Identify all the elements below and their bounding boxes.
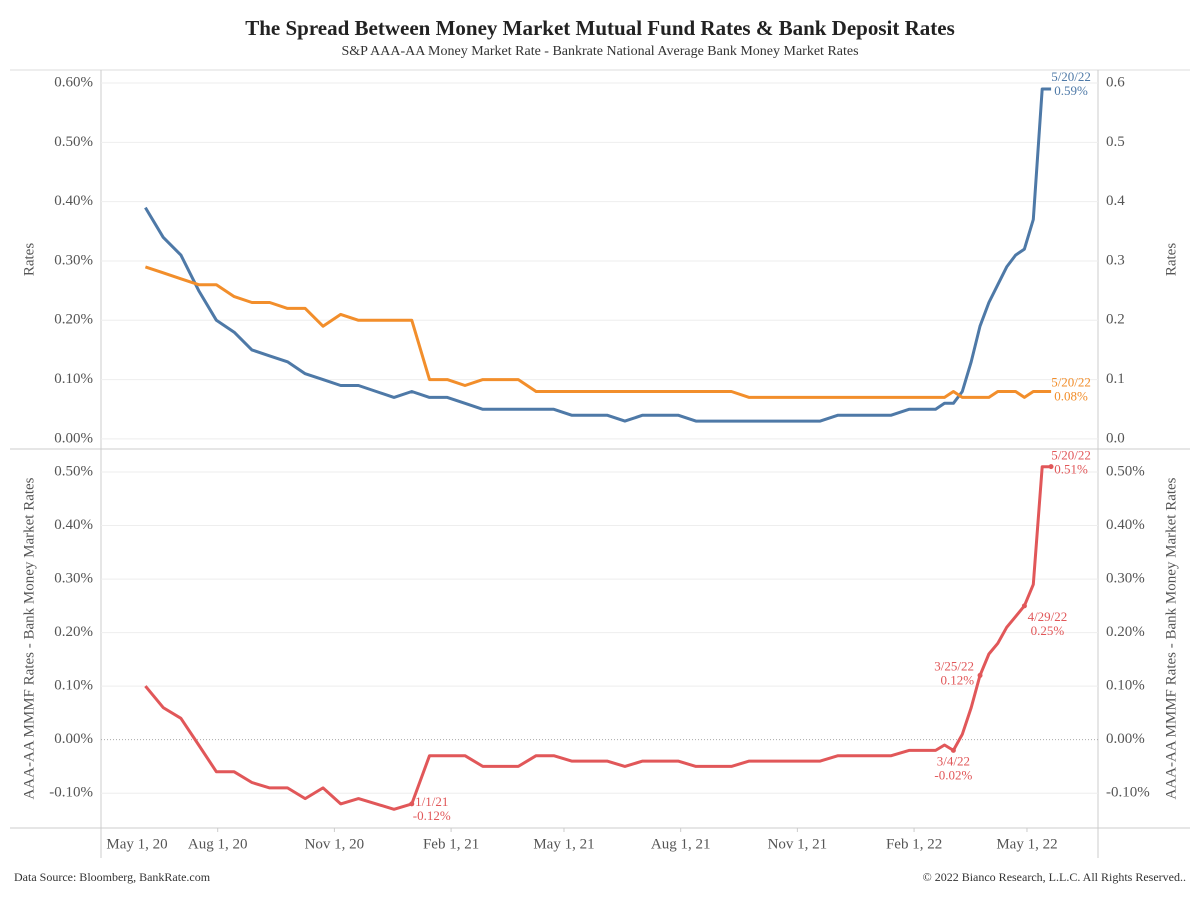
y2-tick-label: 0.10%: [1106, 678, 1145, 694]
y-tick-label: 0.30%: [54, 252, 93, 268]
annotation-marker: [1048, 464, 1054, 470]
annotation-value: 0.08%: [1054, 388, 1088, 403]
y2-tick-label: 0.6: [1106, 74, 1125, 90]
y2-tick-label: 0.30%: [1106, 571, 1145, 587]
y2-tick-label: 0.0: [1106, 430, 1125, 446]
annotation-marker: [409, 801, 415, 807]
series-line: [144, 87, 1052, 423]
copyright-note: © 2022 Bianco Research, L.L.C. All Right…: [923, 870, 1186, 884]
y-tick-label: 0.50%: [54, 134, 93, 150]
annotation-marker: [950, 747, 956, 753]
annotation-value: 0.12%: [940, 672, 974, 687]
y-tick-label: 0.30%: [54, 571, 93, 587]
chart-subtitle: S&P AAA-AA Money Market Rate - Bankrate …: [341, 44, 858, 59]
y-tick-label: 0.60%: [54, 74, 93, 90]
annotation-value: 0.51%: [1054, 462, 1088, 477]
annotation-value: 0.25%: [1031, 623, 1065, 638]
series-line: [144, 465, 1052, 811]
y-tick-label: 0.20%: [54, 624, 93, 640]
x-tick-label: Aug 1, 20: [188, 836, 248, 852]
y-tick-label: 0.40%: [54, 517, 93, 533]
y2-axis-title: Rates: [1163, 243, 1179, 276]
y-tick-label: 0.50%: [54, 463, 93, 479]
x-tick-label: Nov 1, 20: [305, 836, 365, 852]
y2-axis-title: AAA-AA MMMF Rates - Bank Money Market Ra…: [1163, 477, 1179, 799]
y2-tick-label: 0.2: [1106, 312, 1125, 328]
annotation-date: 5/20/22: [1051, 448, 1091, 463]
x-tick-label: May 1, 20: [106, 836, 167, 852]
source-note: Data Source: Bloomberg, BankRate.com: [14, 870, 211, 884]
y2-tick-label: 0.20%: [1106, 624, 1145, 640]
annotation-value: 0.59%: [1054, 83, 1088, 98]
annotation-date: 3/4/22: [937, 753, 970, 768]
x-tick-label: May 1, 21: [533, 836, 594, 852]
annotation-date: 1/1/21: [415, 794, 448, 809]
chart-title: The Spread Between Money Market Mutual F…: [245, 16, 955, 40]
y-tick-label: 0.40%: [54, 193, 93, 209]
annotation-date: 5/20/22: [1051, 69, 1091, 84]
annotation-marker: [1021, 603, 1027, 609]
x-tick-label: Nov 1, 21: [768, 836, 828, 852]
annotation-marker: [977, 672, 983, 678]
annotation-date: 5/20/22: [1051, 374, 1091, 389]
y-tick-label: -0.10%: [49, 785, 93, 801]
y2-tick-label: -0.10%: [1106, 785, 1150, 801]
y-tick-label: 0.00%: [54, 430, 93, 446]
y-tick-label: 0.10%: [54, 371, 93, 387]
y-tick-label: 0.00%: [54, 731, 93, 747]
x-tick-label: Feb 1, 21: [423, 836, 479, 852]
y2-tick-label: 0.4: [1106, 193, 1125, 209]
y2-tick-label: 0.50%: [1106, 463, 1145, 479]
y2-tick-label: 0.1: [1106, 371, 1125, 387]
y2-tick-label: 0.40%: [1106, 517, 1145, 533]
y2-tick-label: 0.3: [1106, 252, 1125, 268]
y-tick-label: 0.20%: [54, 312, 93, 328]
y-axis-title: Rates: [21, 243, 37, 276]
x-tick-label: May 1, 22: [996, 836, 1057, 852]
y-tick-label: 0.10%: [54, 678, 93, 694]
y2-tick-label: 0.00%: [1106, 731, 1145, 747]
annotation-value: -0.02%: [934, 767, 972, 782]
x-tick-label: Aug 1, 21: [651, 836, 711, 852]
series-line: [144, 265, 1052, 399]
y2-tick-label: 0.5: [1106, 134, 1125, 150]
annotation-date: 3/25/22: [934, 658, 974, 673]
annotation-date: 4/29/22: [1028, 609, 1068, 624]
x-tick-label: Feb 1, 22: [886, 836, 942, 852]
y-axis-title: AAA-AA MMMF Rates - Bank Money Market Ra…: [21, 477, 37, 799]
annotation-value: -0.12%: [413, 808, 451, 823]
